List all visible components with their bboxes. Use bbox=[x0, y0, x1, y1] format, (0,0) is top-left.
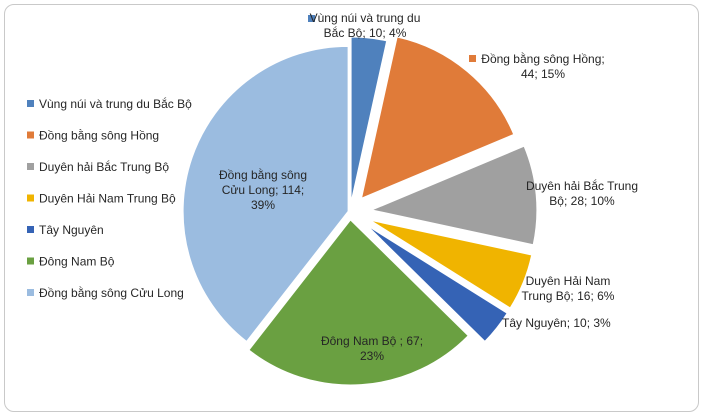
legend-label-7: Đồng bằng sông Cửu Long bbox=[39, 285, 184, 300]
legend-swatch-2 bbox=[27, 131, 34, 139]
legend-swatch-6 bbox=[27, 257, 34, 265]
data-label-6: Đông Nam Bộ ; 67; 23% bbox=[321, 334, 423, 363]
data-label-5: Tây Nguyên; 10; 3% bbox=[502, 316, 611, 330]
data-label-marker-5 bbox=[490, 319, 497, 326]
pie-slices bbox=[182, 36, 538, 386]
data-labels: Vùng núi và trung du Bắc Bộ; 10; 4% Đồng b… bbox=[219, 11, 638, 363]
data-label-marker-4 bbox=[513, 277, 520, 284]
data-label-marker-3 bbox=[523, 182, 530, 189]
legend-label-4: Duyên Hải Nam Trung Bộ bbox=[39, 192, 176, 206]
legend-swatch-4 bbox=[27, 194, 34, 202]
data-label-7: Đồng bằng sông Cửu Long; 114; 39% bbox=[219, 167, 307, 212]
pie-slice-6 bbox=[248, 219, 469, 386]
pie-slice-3 bbox=[370, 145, 538, 246]
data-label-4: Duyên Hải Nam Trung Bộ; 16; 6% bbox=[522, 274, 615, 303]
legend-swatch-3 bbox=[27, 163, 34, 170]
legend-label-3: Duyên hải Bắc Trung Bộ bbox=[39, 159, 169, 174]
data-label-marker-1 bbox=[308, 15, 315, 22]
pie-slice-1 bbox=[350, 36, 388, 203]
legend-swatch-7 bbox=[27, 289, 34, 296]
legend-label-5: Tây Nguyên bbox=[39, 223, 104, 237]
pie-slice-2 bbox=[360, 36, 515, 200]
pie-slice-5 bbox=[366, 225, 508, 343]
pie-slice-4 bbox=[370, 219, 533, 309]
legend-label-2: Đồng bằng sông Hồng bbox=[39, 128, 159, 143]
legend-swatch-5 bbox=[27, 226, 34, 233]
data-label-3: Duyên hải Bắc Trung Bộ; 28; 10% bbox=[526, 178, 638, 208]
pie-slice-7 bbox=[182, 45, 349, 343]
legend-label-1: Vùng núi và trung du Bắc Bộ bbox=[39, 96, 192, 111]
legend-label-6: Đông Nam Bộ bbox=[39, 255, 115, 269]
legend: Vùng núi và trung du Bắc Bộ Đồng bằng sôn… bbox=[27, 96, 192, 300]
data-label-marker-2 bbox=[469, 55, 476, 62]
legend-swatch-1 bbox=[27, 100, 34, 107]
data-label-1: Vùng núi và trung du Bắc Bộ; 10; 4% bbox=[310, 11, 421, 40]
data-label-2: Đồng bằng sông Hồng; 44; 15% bbox=[481, 51, 604, 81]
